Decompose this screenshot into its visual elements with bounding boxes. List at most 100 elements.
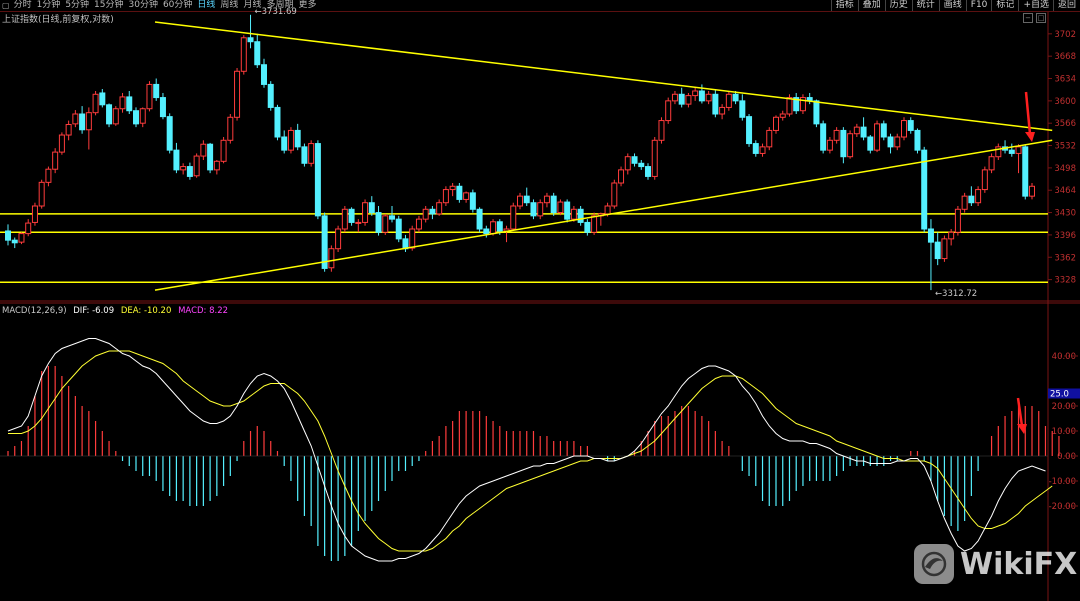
macd-current-value: 25.0: [1050, 390, 1069, 400]
candle-body-56: [382, 215, 389, 233]
toolbar-right-buttons: 指标 叠加 历史 统计 画线 F10 标记 +自选 返回: [830, 0, 1080, 11]
candle-body-70: [476, 208, 483, 230]
menu-icon[interactable]: ▢: [2, 1, 10, 10]
minimize-icon[interactable]: −: [1023, 13, 1033, 23]
chart-controls: − □: [1020, 13, 1046, 23]
candle-body-29: [200, 143, 207, 157]
candle-body-152: [1029, 185, 1035, 197]
candle-body-127: [860, 126, 867, 138]
candle-body-104: [705, 93, 712, 102]
candle-body-115: [779, 113, 786, 118]
chart-title: 上证指数(日线,前复权,对数): [2, 15, 114, 25]
candle-body-50: [341, 208, 348, 230]
toolbar-button-0[interactable]: 指标: [830, 0, 858, 11]
toolbar-button-5[interactable]: F10: [965, 0, 992, 11]
toolbar-button-8[interactable]: 返回: [1052, 0, 1080, 11]
candle-body-8: [58, 134, 65, 153]
macd-tick-label-1: 20.00: [1052, 402, 1076, 412]
period-tab-6[interactable]: 日线: [197, 0, 216, 10]
candle-body-107: [725, 93, 732, 108]
candle-body-85: [577, 208, 584, 223]
candle-body-76: [517, 195, 523, 207]
trendline-1: [154, 139, 1053, 291]
macd-dea-label: DEA: -10.20: [120, 306, 172, 316]
macd-current-value-box: [1048, 388, 1080, 399]
candle-body-99: [671, 93, 678, 102]
candle-body-24: [166, 116, 173, 151]
period-tab-2[interactable]: 5分钟: [65, 0, 90, 10]
candle-body-117: [793, 97, 800, 112]
candle-body-128: [867, 136, 874, 151]
candle-body-134: [907, 120, 914, 131]
candle-body-58: [395, 218, 402, 240]
toolbar-button-2[interactable]: 历史: [884, 0, 912, 11]
candle-body-94: [638, 162, 645, 168]
candle-body-95: [645, 166, 651, 177]
period-tab-7[interactable]: 周线: [220, 0, 239, 10]
candle-body-67: [456, 185, 463, 200]
candle-body-31: [213, 160, 220, 171]
candle-body-40: [274, 106, 281, 138]
candle-body-34: [234, 70, 241, 118]
candle-body-19: [133, 110, 139, 125]
candle-body-112: [759, 146, 766, 154]
candle-body-93: [631, 156, 638, 164]
period-tab-10[interactable]: 更多: [298, 0, 317, 10]
candle-body-46: [314, 143, 321, 217]
candle-body-92: [624, 156, 631, 171]
period-tab-5[interactable]: 60分钟: [162, 0, 193, 10]
period-tab-1[interactable]: 1分钟: [36, 0, 61, 10]
candle-body-68: [463, 192, 470, 200]
maximize-icon[interactable]: □: [1036, 13, 1046, 23]
candle-body-54: [368, 202, 375, 214]
candle-body-118: [799, 97, 806, 112]
candle-body-63: [429, 208, 436, 215]
macd-tick-label-3: 0.00: [1057, 452, 1076, 462]
candle-body-84: [570, 208, 577, 220]
candle-body-7: [52, 151, 59, 170]
candle-body-98: [665, 100, 672, 122]
period-tab-3[interactable]: 15分钟: [94, 0, 124, 10]
price-arrow-head: [1025, 132, 1035, 142]
period-tab-0[interactable]: 分时: [13, 0, 32, 10]
candle-body-79: [537, 202, 544, 217]
toolbar-button-1[interactable]: 叠加: [857, 0, 885, 11]
period-tab-8[interactable]: 月线: [243, 0, 262, 10]
macd-indicator-name[interactable]: MACD(12,26,9): [2, 306, 67, 316]
period-tab-4[interactable]: 30分钟: [128, 0, 158, 10]
macd-tick-label-5: -20.00: [1049, 502, 1076, 512]
candle-body-142: [961, 195, 968, 210]
candle-body-41: [281, 136, 288, 151]
macd-dif-label: DIF: -6.09: [73, 306, 115, 316]
candle-body-14: [99, 92, 106, 106]
candle-body-47: [321, 215, 328, 269]
candle-body-146: [988, 156, 995, 171]
price-tick-label-1: 3668: [1054, 52, 1076, 62]
candle-body-61: [415, 218, 422, 230]
candle-body-105: [712, 93, 719, 115]
candle-body-73: [496, 221, 503, 232]
candle-body-132: [894, 136, 901, 148]
candle-body-62: [422, 208, 429, 220]
macd-header: MACD(12,26,9) DIF: -6.09 DEA: -10.20 MAC…: [2, 306, 228, 316]
candle-body-150: [1015, 146, 1022, 154]
candle-body-86: [584, 221, 591, 233]
period-toolbar: ▢ 分时 1分钟 5分钟 15分钟 30分钟 60分钟 日线 周线 月线 多周期 更多 指标 叠加 历史…: [0, 0, 1080, 12]
price-tick-label-7: 3464: [1054, 186, 1076, 196]
price-tick-label-3: 3600: [1054, 97, 1076, 107]
macd-tick-label-4: -10.00: [1049, 477, 1076, 487]
macd-arrow-shaft: [1016, 397, 1024, 427]
toolbar-button-3[interactable]: 统计: [911, 0, 939, 11]
candle-body-49: [335, 228, 342, 250]
price-tick-label-6: 3498: [1054, 164, 1076, 174]
toolbar-button-6[interactable]: 标记: [991, 0, 1018, 11]
candle-body-89: [604, 205, 611, 215]
toolbar-button-7[interactable]: +自选: [1018, 0, 1053, 11]
candle-body-20: [139, 108, 146, 124]
price-tick-label-9: 3396: [1054, 231, 1076, 241]
candle-body-102: [692, 90, 699, 97]
candle-body-2: [18, 233, 25, 243]
price-tick-label-11: 3328: [1054, 276, 1076, 286]
period-tab-9[interactable]: 多周期: [266, 0, 294, 10]
toolbar-button-4[interactable]: 画线: [938, 0, 966, 11]
